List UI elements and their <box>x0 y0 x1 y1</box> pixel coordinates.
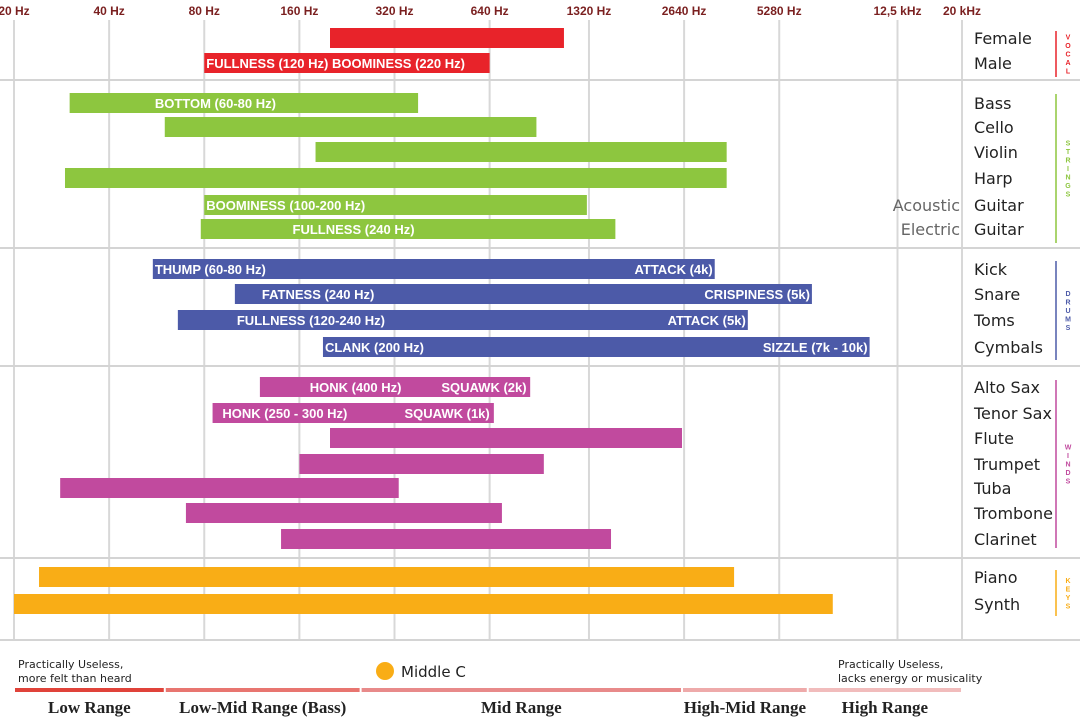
bar-annotation: ATTACK (5k) <box>668 313 746 328</box>
x-tick-label: 320 Hz <box>375 4 413 18</box>
instrument-label: Alto Sax <box>974 378 1040 397</box>
bar-annotation: HONK (400 Hz) <box>310 380 402 395</box>
bar-annotation: FULLNESS (240 Hz) <box>293 222 415 237</box>
bar <box>299 454 544 474</box>
bar-annotation: FATNESS (240 Hz) <box>262 287 374 302</box>
bar <box>315 142 727 162</box>
bar-annotation: BOTTOM (60-80 Hz) <box>155 96 276 111</box>
range-band <box>683 688 807 692</box>
instrument-label: Male <box>974 54 1012 73</box>
range-label: Low-Mid Range (Bass) <box>179 698 346 717</box>
bar-annotation: HONK (250 - 300 Hz) <box>222 406 347 421</box>
legend-marker <box>376 662 394 680</box>
x-tick-label: 1320 Hz <box>567 4 612 18</box>
bar-annotation: SIZZLE (7k - 10k) <box>763 340 868 355</box>
range-label: High Range <box>842 698 929 717</box>
bar <box>322 337 870 357</box>
x-tick-label: 20 kHz <box>943 4 981 18</box>
instrument-label: Piano <box>974 568 1017 587</box>
range-label: Mid Range <box>481 698 562 717</box>
x-tick-label: 5280 Hz <box>757 4 802 18</box>
instrument-label: Trombone <box>973 504 1053 523</box>
bar <box>259 377 531 397</box>
instrument-label: Cello <box>974 118 1014 137</box>
bar <box>152 259 715 279</box>
bar-annotation: FULLNESS (120-240 Hz) <box>237 313 385 328</box>
bar <box>39 567 735 587</box>
bar-annotation: THUMP (60-80 Hz) <box>155 262 266 277</box>
instrument-label: Tenor Sax <box>973 404 1052 423</box>
instrument-label: Guitar <box>974 196 1024 215</box>
bar-annotation: BOOMINESS (220 Hz) <box>332 56 465 71</box>
instrument-label: Snare <box>974 285 1020 304</box>
bar <box>64 168 727 188</box>
instrument-label: Kick <box>974 260 1008 279</box>
x-tick-label: 80 Hz <box>189 4 220 18</box>
instrument-label: Harp <box>974 169 1013 188</box>
bar-annotation: SQUAWK (2k) <box>441 380 526 395</box>
bar <box>204 195 587 215</box>
bar-annotation: FULLNESS (120 Hz) <box>206 56 328 71</box>
instrument-prefix: Acoustic <box>893 196 960 215</box>
instrument-label: Violin <box>974 143 1018 162</box>
instrument-label: Clarinet <box>974 530 1037 549</box>
instrument-label: Guitar <box>974 220 1024 239</box>
range-note-right: lacks energy or musicality <box>838 672 983 685</box>
range-note-left: more felt than heard <box>18 672 132 685</box>
instrument-prefix: Electric <box>901 220 960 239</box>
bar <box>234 284 812 304</box>
instrument-label: Toms <box>973 311 1015 330</box>
instrument-label: Flute <box>974 429 1014 448</box>
bar-annotation: CLANK (200 Hz) <box>325 340 424 355</box>
instrument-label: Female <box>974 29 1032 48</box>
bar <box>330 428 683 448</box>
range-label: Low Range <box>48 698 131 717</box>
bar <box>164 117 537 137</box>
instrument-label: Trumpet <box>973 455 1040 474</box>
bar <box>281 529 612 549</box>
range-band <box>165 688 360 692</box>
bar-annotation: ATTACK (4k) <box>634 262 712 277</box>
range-band <box>361 688 682 692</box>
bar-annotation: BOOMINESS (100-200 Hz) <box>206 198 365 213</box>
bar <box>185 503 502 523</box>
x-tick-label: 160 Hz <box>280 4 318 18</box>
bar <box>69 93 419 113</box>
x-tick-label: 20 Hz <box>0 4 30 18</box>
range-band <box>808 688 961 692</box>
instrument-label: Bass <box>974 94 1011 113</box>
x-tick-label: 640 Hz <box>471 4 509 18</box>
instrument-label: Cymbals <box>974 338 1043 357</box>
x-tick-label: 2640 Hz <box>662 4 707 18</box>
bar <box>330 28 564 48</box>
bar-annotation: SQUAWK (1k) <box>405 406 490 421</box>
bar <box>204 53 490 73</box>
x-tick-label: 12,5 kHz <box>873 4 921 18</box>
bar <box>212 403 494 423</box>
range-note-right: Practically Useless, <box>838 658 943 671</box>
x-tick-label: 40 Hz <box>93 4 124 18</box>
bar <box>60 478 399 498</box>
bar-annotation: CRISPINESS (5k) <box>704 287 809 302</box>
bar <box>200 219 616 239</box>
range-band <box>15 688 164 692</box>
range-note-left: Practically Useless, <box>18 658 123 671</box>
instrument-label: Synth <box>974 595 1020 614</box>
legend-label: Middle C <box>401 663 466 681</box>
instrument-label: Tuba <box>973 479 1011 498</box>
bar <box>177 310 748 330</box>
bar <box>14 594 833 614</box>
range-label: High-Mid Range <box>684 698 807 717</box>
